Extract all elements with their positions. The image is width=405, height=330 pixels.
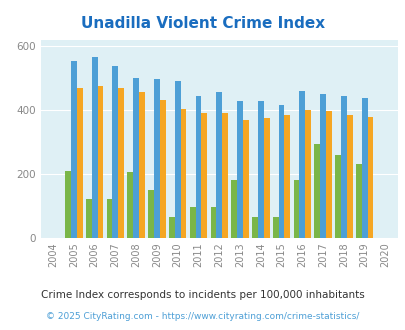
Bar: [139, 92, 145, 238]
Bar: [222, 113, 227, 238]
Bar: [293, 180, 298, 238]
Bar: [148, 190, 153, 238]
Bar: [210, 207, 216, 238]
Text: Crime Index corresponds to incidents per 100,000 inhabitants: Crime Index corresponds to incidents per…: [41, 290, 364, 300]
Bar: [355, 163, 361, 238]
Bar: [313, 144, 320, 238]
Bar: [278, 105, 284, 238]
Bar: [133, 78, 139, 238]
Bar: [168, 217, 175, 238]
Bar: [298, 91, 305, 238]
Bar: [65, 171, 71, 238]
Bar: [320, 94, 325, 238]
Bar: [118, 88, 124, 238]
Bar: [334, 154, 340, 238]
Bar: [367, 116, 373, 238]
Bar: [305, 110, 310, 238]
Bar: [92, 57, 97, 238]
Bar: [361, 98, 367, 238]
Bar: [257, 101, 263, 238]
Bar: [180, 109, 186, 238]
Bar: [77, 88, 82, 238]
Bar: [201, 114, 207, 238]
Bar: [346, 115, 352, 238]
Bar: [97, 86, 103, 238]
Bar: [340, 96, 346, 238]
Bar: [272, 217, 278, 238]
Bar: [107, 199, 112, 238]
Bar: [127, 172, 133, 238]
Bar: [189, 207, 195, 238]
Bar: [263, 117, 269, 238]
Bar: [71, 61, 77, 238]
Bar: [284, 115, 290, 238]
Bar: [86, 199, 92, 238]
Bar: [242, 120, 248, 238]
Bar: [252, 217, 257, 238]
Text: © 2025 CityRating.com - https://www.cityrating.com/crime-statistics/: © 2025 CityRating.com - https://www.city…: [46, 312, 359, 321]
Bar: [237, 101, 242, 238]
Bar: [195, 96, 201, 238]
Text: Unadilla Violent Crime Index: Unadilla Violent Crime Index: [81, 16, 324, 31]
Bar: [216, 92, 222, 238]
Bar: [231, 180, 237, 238]
Bar: [175, 81, 180, 238]
Bar: [160, 100, 165, 238]
Bar: [112, 66, 118, 238]
Bar: [153, 79, 160, 238]
Bar: [325, 111, 331, 238]
